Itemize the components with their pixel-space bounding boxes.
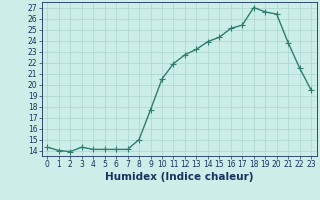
X-axis label: Humidex (Indice chaleur): Humidex (Indice chaleur) bbox=[105, 172, 253, 182]
